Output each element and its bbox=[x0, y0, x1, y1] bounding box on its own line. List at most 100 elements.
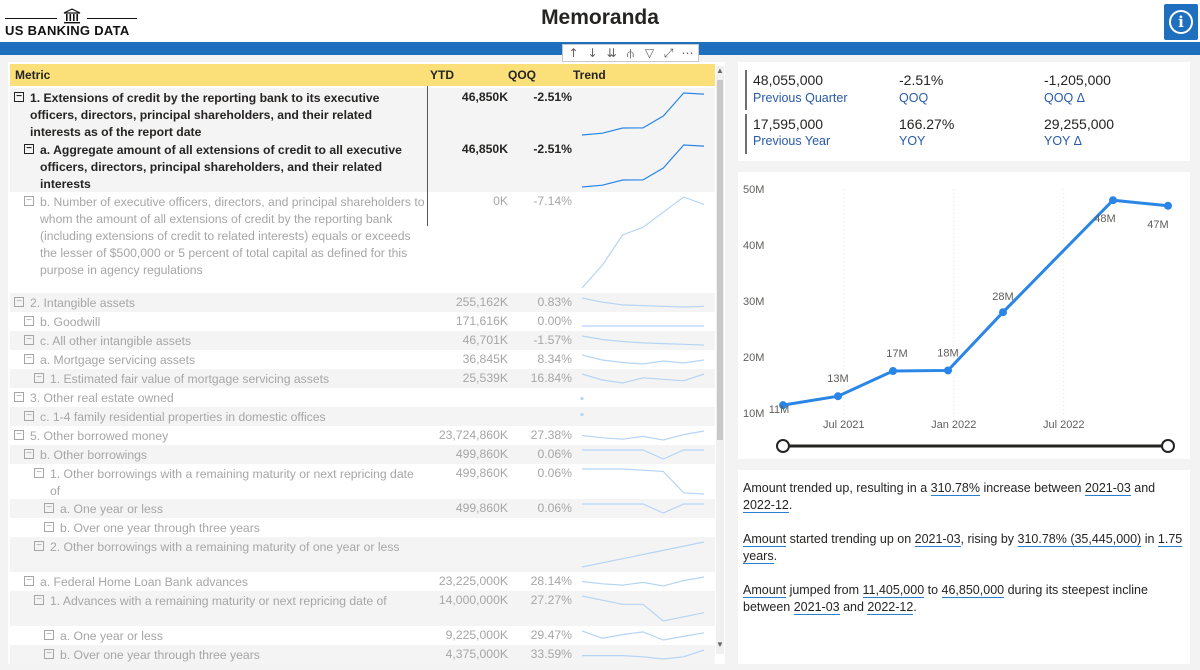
prev-year-label: Previous Year bbox=[753, 134, 831, 148]
matrix-row[interactable]: − a. Mortgage servicing assets 36,845K 8.34… bbox=[10, 350, 715, 369]
matrix-scroll-thumb[interactable] bbox=[717, 80, 723, 440]
data-point bbox=[1109, 196, 1117, 205]
row-trend-sparkline bbox=[581, 595, 705, 622]
row-qoq-value: 29.47% bbox=[530, 628, 572, 642]
narrative-paragraph-3: Amount jumped from 11,405,000 to 46,850,… bbox=[743, 582, 1185, 616]
matrix-row[interactable]: − a. Federal Home Loan Bank advances 23,22… bbox=[10, 572, 715, 591]
collapse-icon[interactable]: − bbox=[34, 373, 44, 383]
narrative-text: and bbox=[839, 600, 868, 614]
sparkline-line bbox=[581, 576, 705, 587]
collapse-icon[interactable]: − bbox=[14, 297, 24, 307]
qoq-delta-value: -1,205,000 bbox=[1044, 72, 1111, 88]
selection-divider bbox=[427, 86, 428, 226]
arrow-up-icon[interactable]: ↑ bbox=[568, 46, 579, 60]
collapse-icon[interactable]: − bbox=[44, 503, 54, 513]
col-qoq-header[interactable]: QOQ bbox=[508, 68, 537, 82]
narrative-text: to bbox=[924, 583, 942, 597]
narrative-value: 310.78% bbox=[930, 481, 980, 496]
narrative-value: 46,850,000 bbox=[941, 583, 1005, 598]
row-trend-sparkline bbox=[581, 297, 705, 308]
collapse-icon[interactable]: − bbox=[24, 335, 34, 345]
collapse-icon[interactable]: − bbox=[44, 522, 54, 532]
collapse-icon[interactable]: − bbox=[24, 411, 34, 421]
row-ytd-value: 36,845K bbox=[462, 352, 508, 366]
more-options-icon[interactable]: ⋯ bbox=[681, 46, 694, 60]
matrix-row[interactable]: −2. Intangible assets 255,162K 0.83% bbox=[10, 293, 715, 312]
collapse-icon[interactable]: − bbox=[24, 316, 34, 326]
matrix-row[interactable]: − c. 1-4 family residential properties in… bbox=[10, 407, 715, 426]
sparkline-line bbox=[581, 144, 705, 188]
collapse-icon[interactable]: − bbox=[24, 144, 34, 154]
collapse-icon[interactable]: − bbox=[24, 196, 34, 206]
collapse-icon[interactable]: − bbox=[14, 430, 24, 440]
matrix-row[interactable]: − a. One year or less 499,860K 0.06% bbox=[10, 499, 715, 518]
col-metric-header[interactable]: Metric bbox=[15, 68, 51, 82]
row-qoq-value: -1.57% bbox=[533, 333, 572, 347]
row-qoq-value: 0.06% bbox=[537, 501, 572, 515]
col-ytd-header[interactable]: YTD bbox=[430, 68, 454, 82]
matrix-row[interactable]: − b. Number of executive officers, direct… bbox=[10, 192, 715, 293]
row-trend-sparkline bbox=[581, 354, 705, 365]
collapse-icon[interactable]: − bbox=[24, 576, 34, 586]
matrix-row[interactable]: −2. Other borrowings with a remaining ma… bbox=[10, 537, 715, 572]
range-slider-end-handle[interactable] bbox=[1161, 439, 1175, 453]
col-trend-header[interactable]: Trend bbox=[573, 68, 606, 82]
expand-hierarchy-icon[interactable]: ⫛ bbox=[626, 46, 635, 60]
matrix-row[interactable]: − b. Goodwill 171,616K 0.00% bbox=[10, 312, 715, 331]
focus-mode-icon[interactable]: ⤢ bbox=[663, 46, 674, 60]
data-point bbox=[944, 366, 952, 375]
row-qoq-value: 33.59% bbox=[530, 647, 572, 661]
row-trend-sparkline bbox=[581, 576, 705, 587]
logo-text: US BANKING DATA bbox=[5, 23, 130, 38]
metrics-matrix: Metric YTD QOQ Trend −1. Extensions of c… bbox=[8, 62, 725, 664]
matrix-row[interactable]: − b. Over one year through three years bbox=[10, 518, 715, 537]
scroll-up-arrow-icon[interactable]: ▲ bbox=[716, 66, 724, 75]
collapse-icon[interactable]: − bbox=[14, 92, 24, 102]
collapse-icon[interactable]: − bbox=[44, 630, 54, 640]
narrative-text: and bbox=[1130, 481, 1156, 495]
prev-quarter-label: Previous Quarter bbox=[753, 91, 848, 105]
matrix-row[interactable]: −1. Extensions of credit by the reportin… bbox=[10, 88, 715, 140]
matrix-row[interactable]: − c. All other intangible assets 46,701K -1… bbox=[10, 331, 715, 350]
row-ytd-value: 9,225,000K bbox=[445, 628, 508, 642]
collapse-icon[interactable]: − bbox=[34, 468, 44, 478]
matrix-row[interactable]: − a. One year or less 9,225,000K 29.47% bbox=[10, 626, 715, 645]
row-ytd-value: 46,850K bbox=[461, 90, 508, 104]
narrative-value: Amount bbox=[743, 583, 787, 598]
row-trend-sparkline bbox=[581, 541, 705, 568]
row-trend-sparkline bbox=[580, 412, 584, 417]
row-ytd-value: 255,162K bbox=[455, 295, 508, 309]
scroll-down-arrow-icon[interactable]: ▼ bbox=[716, 640, 724, 649]
filter-icon[interactable]: ▽ bbox=[644, 46, 655, 60]
row-qoq-value: 0.83% bbox=[537, 295, 572, 309]
collapse-icon[interactable]: − bbox=[44, 649, 54, 659]
arrow-down-icon[interactable]: ↓ bbox=[587, 46, 598, 60]
line-chart-svg: Jul 2021 Jan 2022 Jul 2022 10M 20M 30M 40M 50M 1… bbox=[743, 184, 1175, 453]
collapse-icon[interactable]: − bbox=[34, 541, 44, 551]
y-tick-label: 20M bbox=[743, 352, 764, 364]
sparkline-line bbox=[581, 541, 705, 568]
double-arrow-down-icon[interactable]: ⇊ bbox=[606, 46, 617, 60]
row-metric-label: 2. Other borrowings with a remaining mat… bbox=[50, 540, 400, 554]
kpi-divider bbox=[745, 114, 747, 154]
sparkline-line bbox=[581, 335, 705, 346]
matrix-row[interactable]: −1. Estimated fair value of mortgage ser… bbox=[10, 369, 715, 388]
matrix-row[interactable]: − b. Other borrowings 499,860K 0.06% bbox=[10, 445, 715, 464]
collapse-icon[interactable]: − bbox=[34, 595, 44, 605]
info-button[interactable]: i bbox=[1164, 4, 1198, 40]
matrix-row[interactable]: − b. Over one year through three years 4,3… bbox=[10, 645, 715, 664]
row-trend-sparkline bbox=[581, 196, 705, 289]
range-slider-start-handle[interactable] bbox=[776, 439, 790, 453]
narrative-text: jumped from bbox=[786, 583, 863, 597]
matrix-row[interactable]: −1. Advances with a remaining maturity o… bbox=[10, 591, 715, 626]
collapse-icon[interactable]: − bbox=[24, 354, 34, 364]
row-qoq-value: -7.14% bbox=[533, 194, 572, 208]
matrix-row[interactable]: −5. Other borrowed money 23,724,860K 27.38… bbox=[10, 426, 715, 445]
row-metric-label: b. Over one year through three years bbox=[60, 521, 260, 535]
matrix-row[interactable]: −1. Other borrowings with a remaining ma… bbox=[10, 464, 715, 499]
sparkline-line bbox=[582, 649, 705, 660]
matrix-row[interactable]: − a. Aggregate amount of all extensions o… bbox=[10, 140, 715, 192]
collapse-icon[interactable]: − bbox=[24, 449, 34, 459]
matrix-row[interactable]: −3. Other real estate owned bbox=[10, 388, 715, 407]
collapse-icon[interactable]: − bbox=[14, 392, 24, 402]
